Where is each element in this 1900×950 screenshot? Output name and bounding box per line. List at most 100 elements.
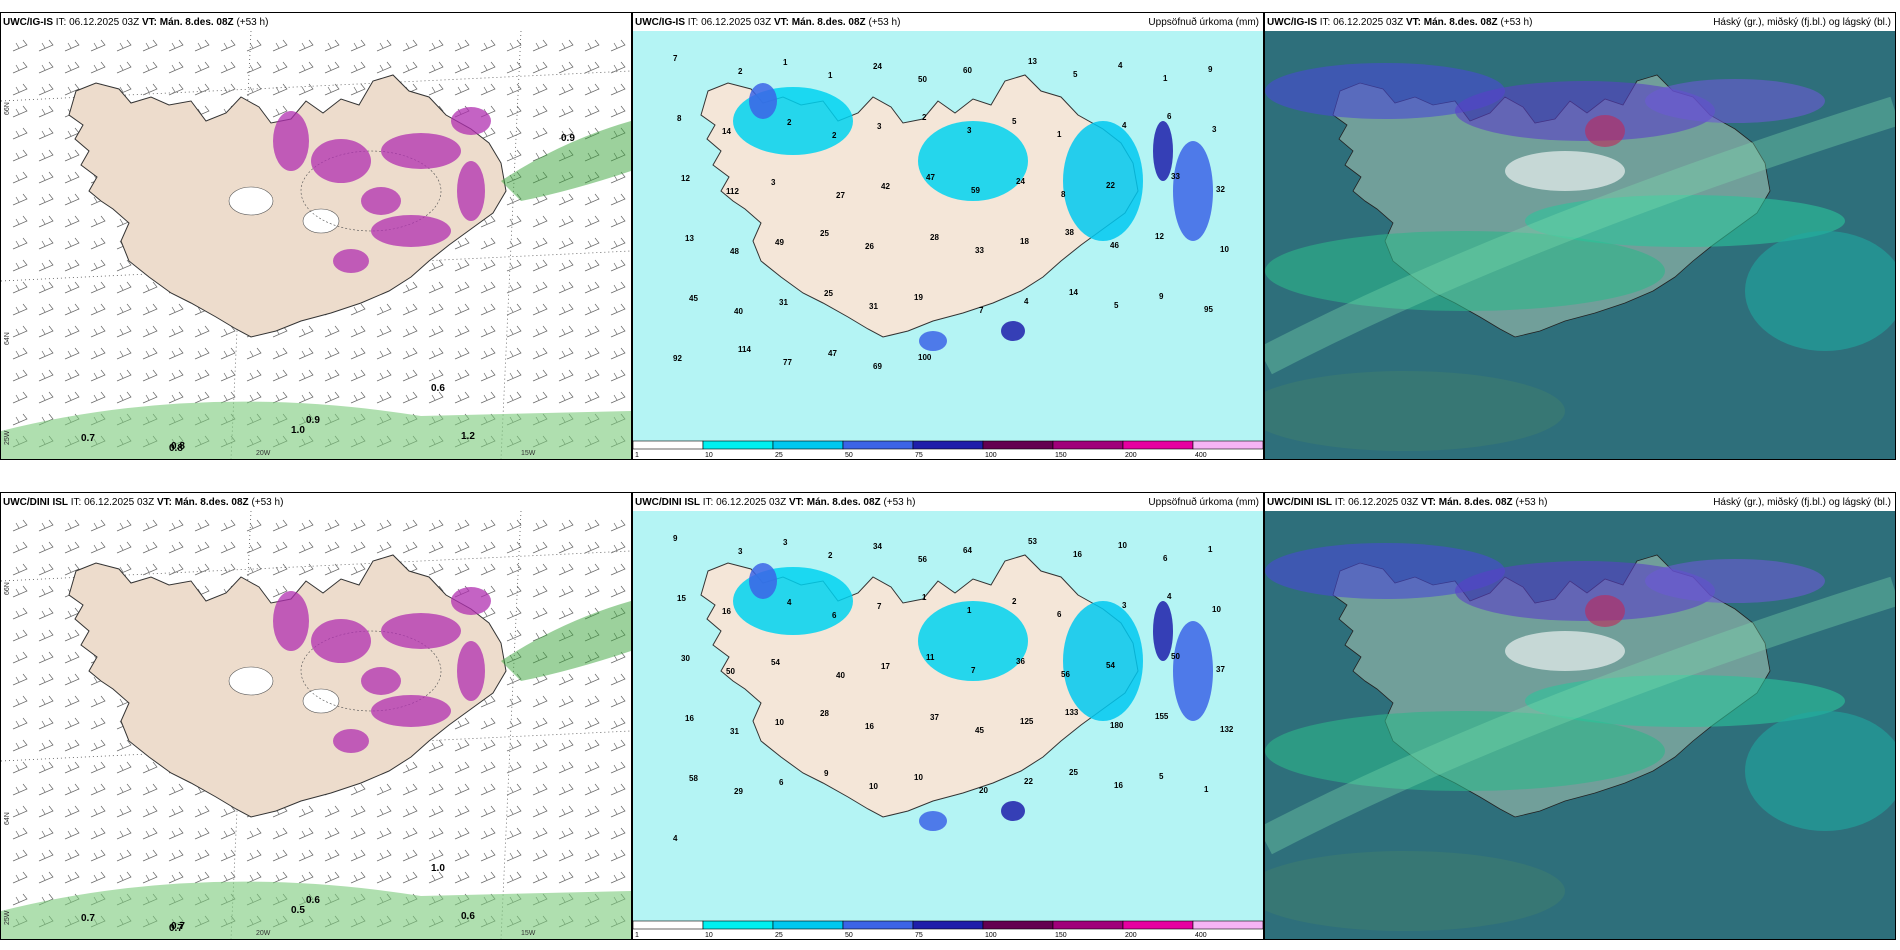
accum-value: 38 bbox=[1065, 228, 1074, 237]
accum-value: 17 bbox=[881, 662, 890, 671]
colorbar-tick: 10 bbox=[705, 452, 713, 459]
glacier bbox=[302, 208, 340, 234]
accum-value: 8 bbox=[1061, 190, 1066, 199]
accum-value: 10 bbox=[914, 773, 923, 782]
accum-value: 37 bbox=[930, 713, 939, 722]
map-panel-igis-cloud: UWC/IG-IS IT: 06.12.2025 03Z VT: Mán. 8.… bbox=[1264, 12, 1896, 460]
accum-value: 5 bbox=[1159, 772, 1164, 781]
precip-value: 0.5 bbox=[291, 905, 305, 916]
panel-title: Uppsöfnuð úrkoma (mm) bbox=[1148, 497, 1259, 508]
accum-value: 125 bbox=[1020, 717, 1034, 726]
accum-value: 1 bbox=[1057, 130, 1062, 139]
colorbar-tick: 75 bbox=[915, 452, 923, 459]
accum-value: 3 bbox=[771, 178, 776, 187]
accum-value: 2 bbox=[832, 131, 837, 140]
glacier bbox=[302, 688, 340, 714]
cloud-layers bbox=[1265, 63, 1895, 451]
accum-value: 16 bbox=[1114, 781, 1123, 790]
accum-value: 29 bbox=[734, 787, 743, 796]
panel-header: UWC/DINI ISL IT: 06.12.2025 03Z VT: Mán.… bbox=[635, 497, 916, 508]
accum-value: 12 bbox=[1155, 232, 1164, 241]
accum-value: 31 bbox=[779, 298, 788, 307]
accum-value: 11 bbox=[926, 653, 935, 662]
precip-value: 0.6 bbox=[306, 895, 320, 906]
accum-value: 24 bbox=[873, 62, 882, 71]
accum-value: 46 bbox=[1110, 241, 1119, 250]
precip-band-east bbox=[501, 601, 631, 681]
accum-value: 10 bbox=[775, 718, 784, 727]
accum-value: 6 bbox=[832, 611, 837, 620]
accum-value: 53 bbox=[1028, 537, 1037, 546]
precip-value: 0.6 bbox=[431, 383, 445, 394]
accum-value: 31 bbox=[730, 727, 739, 736]
accum-value: 40 bbox=[734, 307, 743, 316]
accum-precip-map: 9332345664531610611516467112634103050544… bbox=[633, 511, 1263, 939]
precip-patches bbox=[273, 587, 491, 753]
accum-value: 47 bbox=[926, 173, 935, 182]
colorbar-tick: 1 bbox=[635, 932, 639, 939]
accum-value: 26 bbox=[865, 242, 874, 251]
accum-value: 2 bbox=[738, 67, 743, 76]
panel-header: UWC/IG-IS IT: 06.12.2025 03Z VT: Mán. 8.… bbox=[1267, 17, 1533, 28]
accum-value: 54 bbox=[1106, 661, 1115, 670]
accum-value: 16 bbox=[1073, 550, 1082, 559]
accum-value: 60 bbox=[963, 66, 972, 75]
accum-value: 13 bbox=[1028, 57, 1037, 66]
accum-values: 7211245060135419814223235146312112327424… bbox=[673, 54, 1229, 371]
precip-patches bbox=[273, 107, 491, 273]
colorbar-tick: 10 bbox=[705, 932, 713, 939]
precip-value: 0.9 bbox=[306, 415, 320, 426]
axis-labels: 66N 64N 25W 20W 15W bbox=[4, 102, 536, 457]
accum-value: 155 bbox=[1155, 712, 1169, 721]
accum-value: 22 bbox=[1106, 181, 1115, 190]
accum-value: 1 bbox=[967, 606, 972, 615]
accum-value: 9 bbox=[1159, 292, 1164, 301]
accum-value: 3 bbox=[738, 547, 743, 556]
accum-value: 6 bbox=[1057, 610, 1062, 619]
accum-value: 36 bbox=[1016, 657, 1025, 666]
colorbar-tick: 150 bbox=[1055, 452, 1067, 459]
accum-value: 14 bbox=[722, 127, 731, 136]
accum-value: 59 bbox=[971, 186, 980, 195]
accum-value: 6 bbox=[1167, 112, 1172, 121]
accum-precip-map: 7211245060135419814223235146312112327424… bbox=[633, 31, 1263, 459]
accum-value: 92 bbox=[673, 354, 682, 363]
accum-value: 10 bbox=[869, 782, 878, 791]
accum-value: 22 bbox=[1024, 777, 1033, 786]
accum-value: 9 bbox=[824, 769, 829, 778]
precip-values: 0.81.00.91.20.80.70.60.9 bbox=[81, 133, 575, 454]
accum-value: 20 bbox=[979, 786, 988, 795]
accum-value: 2 bbox=[787, 118, 792, 127]
accum-value: 114 bbox=[738, 345, 751, 354]
precip-values: 0.70.50.60.60.70.71.0 bbox=[81, 863, 475, 934]
precip-band-east bbox=[501, 121, 631, 201]
colorbar-tick: 150 bbox=[1055, 932, 1067, 939]
accum-value: 34 bbox=[873, 542, 882, 551]
accum-value: 1 bbox=[1163, 74, 1168, 83]
accum-value: 4 bbox=[1118, 61, 1123, 70]
accum-value: 48 bbox=[730, 247, 739, 256]
snow-hatch-area bbox=[300, 150, 442, 232]
colorbar-tick: 100 bbox=[985, 452, 997, 459]
accum-value: 58 bbox=[689, 774, 698, 783]
accum-value: 10 bbox=[1220, 245, 1229, 254]
colorbar-tick: 50 bbox=[845, 452, 853, 459]
lat-label: 25W bbox=[4, 910, 11, 925]
map-panel-igis-precip: UWC/IG-IS IT: 06.12.2025 03Z VT: Mán. 8.… bbox=[0, 12, 632, 460]
accum-value: 7 bbox=[971, 666, 976, 675]
accum-patches bbox=[733, 563, 1213, 831]
lat-label: 25W bbox=[4, 430, 11, 445]
accum-value: 32 bbox=[1216, 185, 1225, 194]
colorbar-tick: 200 bbox=[1125, 452, 1137, 459]
colorbar-tick: 100 bbox=[985, 932, 997, 939]
accum-value: 133 bbox=[1065, 708, 1079, 717]
lon-label: 15W bbox=[521, 450, 536, 457]
accum-value: 95 bbox=[1204, 305, 1213, 314]
accum-value: 42 bbox=[881, 182, 890, 191]
accum-value: 25 bbox=[1069, 768, 1078, 777]
accum-value: 50 bbox=[726, 667, 735, 676]
accum-value: 9 bbox=[1208, 65, 1213, 74]
accum-value: 4 bbox=[1024, 297, 1029, 306]
accum-value: 49 bbox=[775, 238, 784, 247]
accum-value: 4 bbox=[1122, 121, 1127, 130]
